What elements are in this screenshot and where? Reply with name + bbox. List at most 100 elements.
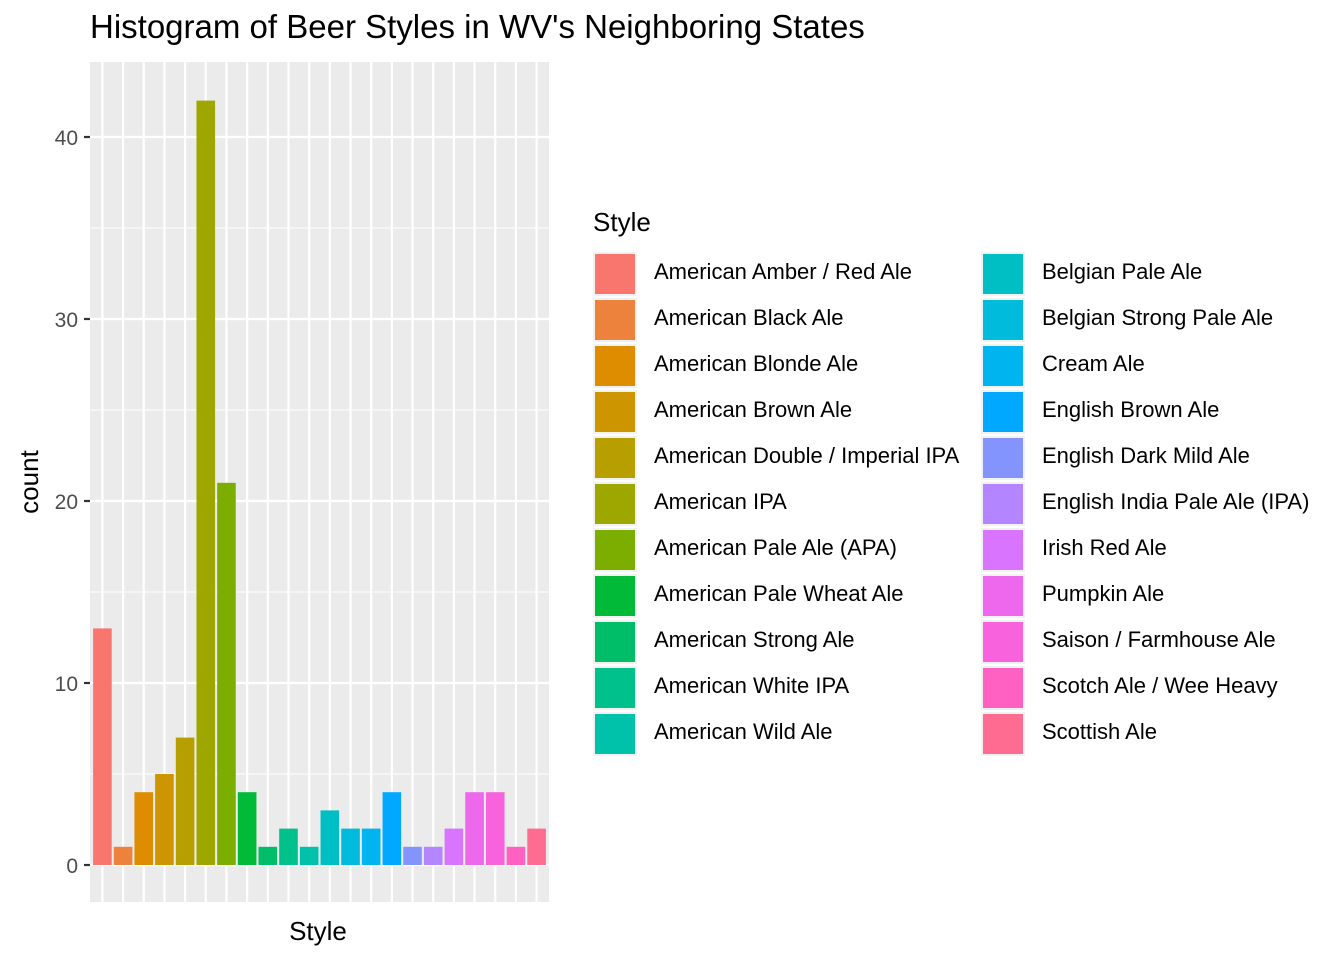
legend-key — [593, 436, 637, 480]
legend-item: Pumpkin Ale — [981, 573, 1344, 619]
legend-swatch — [595, 346, 635, 386]
y-tick-label: 30 — [55, 309, 78, 332]
legend-label: American Amber / Red Ale — [654, 259, 913, 284]
legend-swatch — [595, 622, 635, 662]
plot-panel — [90, 62, 549, 902]
legend-swatch — [595, 438, 635, 478]
legend-label: Cream Ale — [1042, 351, 1145, 376]
legend-key — [593, 252, 637, 296]
legend-item: Belgian Strong Pale Ale — [981, 297, 1344, 343]
x-axis-label: Style — [289, 916, 347, 946]
legend-label: Scotch Ale / Wee Heavy — [1042, 673, 1278, 698]
legend-key — [593, 482, 637, 526]
legend-label: American Brown Ale — [654, 397, 853, 422]
legend-item: Belgian Pale Ale — [981, 251, 1344, 297]
legend-label: English Dark Mild Ale — [1042, 443, 1250, 468]
legend-item: American Pale Ale (APA) — [593, 527, 973, 573]
bar — [279, 828, 298, 865]
legend-label: American Blonde Ale — [654, 351, 859, 376]
legend-key — [593, 528, 637, 572]
legend-swatch — [983, 254, 1023, 294]
legend-swatch — [983, 346, 1023, 386]
bars — [93, 100, 546, 866]
bar — [444, 828, 464, 865]
bar — [134, 792, 154, 865]
bar — [93, 628, 112, 865]
legend-swatch — [595, 576, 635, 616]
legend-swatch — [983, 438, 1023, 478]
legend-label: American IPA — [654, 489, 787, 514]
legend-swatch — [983, 668, 1023, 708]
legend-swatch — [983, 622, 1023, 662]
legend-key — [981, 528, 1025, 572]
legend-title: Style — [593, 207, 651, 237]
legend-label: American Strong Ale — [654, 627, 855, 652]
legend-item: Saison / Farmhouse Ale — [981, 619, 1344, 665]
bar — [361, 828, 381, 865]
legend-label: American Wild Ale — [654, 719, 833, 744]
bar — [299, 846, 319, 865]
legend-label: American Double / Imperial IPA — [654, 443, 960, 468]
legend-swatch — [595, 300, 635, 340]
bar — [527, 828, 546, 865]
bar — [258, 846, 278, 865]
bar — [155, 774, 174, 865]
bar — [506, 846, 526, 865]
legend-swatch — [595, 392, 635, 432]
bar — [403, 846, 422, 865]
y-tick-label: 20 — [55, 491, 78, 514]
legend-label: American Pale Wheat Ale — [654, 581, 904, 606]
legend-item: English Dark Mild Ale — [981, 435, 1344, 481]
legend-label: Scottish Ale — [1042, 719, 1157, 744]
legend-key — [593, 390, 637, 434]
bar — [175, 737, 195, 865]
legend-label: Belgian Pale Ale — [1042, 259, 1203, 284]
legend-item: American Pale Wheat Ale — [593, 573, 973, 619]
legend-key — [981, 436, 1025, 480]
y-axis: 0 10 20 30 40 — [55, 127, 90, 878]
legend-key — [593, 712, 637, 756]
legend-key — [593, 574, 637, 618]
legend-item: American Double / Imperial IPA — [593, 435, 973, 481]
legend-swatch — [983, 714, 1023, 754]
legend-label: Pumpkin Ale — [1042, 581, 1165, 606]
y-tick-label: 0 — [66, 855, 78, 878]
chart-title: Histogram of Beer Styles in WV's Neighbo… — [90, 8, 865, 45]
y-axis-label: count — [14, 449, 44, 513]
legend-label: English India Pale Ale (IPA) — [1042, 489, 1310, 514]
legend-key — [593, 620, 637, 664]
bar — [196, 100, 216, 866]
legend-item: Scottish Ale — [981, 711, 1344, 757]
bar — [382, 792, 402, 865]
legend-item: American Brown Ale — [593, 389, 973, 435]
bar — [423, 846, 443, 865]
legend-item: American White IPA — [593, 665, 973, 711]
legend-label: American White IPA — [654, 673, 850, 698]
legend-key — [981, 390, 1025, 434]
y-tick-label: 40 — [55, 127, 78, 150]
legend-swatch — [983, 392, 1023, 432]
legend-key — [593, 344, 637, 388]
y-tick-label: 10 — [55, 673, 78, 696]
legend-key — [981, 620, 1025, 664]
legend-label: American Pale Ale (APA) — [654, 535, 897, 560]
legend-swatch — [595, 714, 635, 754]
legend-item: English Brown Ale — [981, 389, 1344, 435]
legend-item: American IPA — [593, 481, 973, 527]
legend-label: Saison / Farmhouse Ale — [1042, 627, 1276, 652]
legend-item: American Amber / Red Ale — [593, 251, 973, 297]
bar — [320, 810, 340, 865]
legend-key — [981, 666, 1025, 710]
legend-swatch — [595, 668, 635, 708]
legend-label: American Black Ale — [654, 305, 844, 330]
legend-swatch — [983, 576, 1023, 616]
legend-item: Cream Ale — [981, 343, 1344, 389]
legend-key — [981, 712, 1025, 756]
legend-label: Irish Red Ale — [1042, 535, 1167, 560]
legend-item: Scotch Ale / Wee Heavy — [981, 665, 1344, 711]
bar — [217, 482, 236, 865]
legend-swatch — [595, 484, 635, 524]
bar — [465, 792, 484, 865]
legend-label: Belgian Strong Pale Ale — [1042, 305, 1274, 330]
